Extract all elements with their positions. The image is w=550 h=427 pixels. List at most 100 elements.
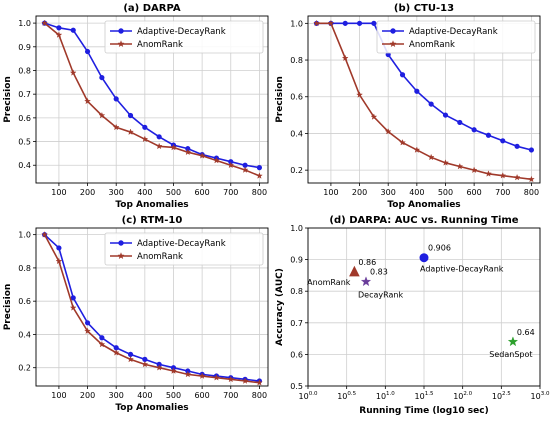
y-tick-label: 0.8 <box>18 264 31 273</box>
chart-title: (d) DARPA: AUC vs. Running Time <box>329 215 518 226</box>
x-tick-exponent: 1.0 <box>386 391 395 397</box>
y-tick-label: 0.4 <box>290 129 303 138</box>
x-tick-exponent: 2.5 <box>502 391 511 397</box>
series-line-1 <box>316 22 532 181</box>
y-axis-label: Precision <box>3 284 13 331</box>
data-point <box>56 245 62 251</box>
x-tick-label: 500 <box>438 188 453 197</box>
data-point <box>442 112 449 118</box>
y-tick-label: 1.0 <box>18 19 31 28</box>
data-point <box>84 327 91 335</box>
plot-frame <box>35 15 269 184</box>
data-point <box>99 74 105 81</box>
data-point <box>413 146 421 153</box>
x-tick-exponent: 2.0 <box>463 391 472 397</box>
legend-box <box>104 232 264 266</box>
x-tick-label: 102.0 <box>453 391 472 401</box>
data-point <box>500 138 506 144</box>
legend-marker <box>118 28 124 34</box>
series-line-1 <box>44 22 260 177</box>
x-tick-label: 800 <box>252 391 267 400</box>
data-point <box>170 367 177 374</box>
x-tick-label: 400 <box>137 188 152 197</box>
legend-marker <box>389 40 397 48</box>
data-point <box>485 132 492 138</box>
y-tick-label: 0.9 <box>290 256 303 265</box>
y-tick-label: 0.7 <box>18 90 31 99</box>
y-axis-label: Accuracy (AUC) <box>275 268 285 346</box>
data-point <box>513 173 521 181</box>
chart-panel-3: 100.0 100.5 101.0 101.5 102.0 102.5 103.00.50.… <box>275 215 550 416</box>
plot-frame <box>307 15 541 184</box>
x-tick-label: 200 <box>80 391 95 400</box>
legend-box <box>376 20 536 54</box>
x-tick-label: 100.0 <box>299 391 318 401</box>
y-tick-label: 0.8 <box>290 56 303 65</box>
y-tick-label: 0.9 <box>18 43 31 52</box>
data-point <box>327 19 335 27</box>
data-point <box>198 372 206 379</box>
data-point <box>84 48 91 55</box>
legend-label: AnomRank <box>409 40 455 50</box>
data-point <box>113 96 119 102</box>
x-tick-label: 100 <box>51 188 66 197</box>
y-tick-label: 0.6 <box>290 350 303 359</box>
x-tick-base: 10 <box>453 392 463 401</box>
data-point <box>256 172 263 179</box>
data-point <box>213 374 220 381</box>
data-point <box>127 355 134 363</box>
legend-marker <box>390 28 396 34</box>
chart-title: (c) RTM-10 <box>122 215 183 226</box>
point-name-label: DecayRank <box>358 291 403 300</box>
data-point <box>41 231 48 238</box>
x-tick-label: 100 <box>51 391 66 400</box>
y-tick-label: 0.8 <box>18 66 31 75</box>
x-tick-label: 200 <box>80 188 95 197</box>
data-point <box>442 159 449 166</box>
data-point <box>41 19 48 26</box>
data-point <box>156 134 162 140</box>
x-tick-label: 600 <box>466 188 481 197</box>
chart-panel-1: 100 200 300 400 500 600 700 800 0.2 0.4 0.6 0.8 1.0 (… <box>275 3 541 210</box>
x-tick-exponent: 0.5 <box>347 391 356 397</box>
x-tick-exponent: 3.0 <box>541 391 550 397</box>
legend-marker <box>117 40 125 48</box>
x-tick-base: 10 <box>337 392 347 401</box>
data-point <box>184 370 192 378</box>
point-value-label: 0.906 <box>428 244 451 253</box>
x-tick-label: 400 <box>409 188 424 197</box>
data-point <box>341 54 349 62</box>
legend-label: AnomRank <box>137 252 183 262</box>
data-point <box>127 128 134 135</box>
x-tick-label: 200 <box>352 188 367 197</box>
data-point <box>55 257 63 265</box>
data-point <box>485 170 492 177</box>
data-point <box>142 124 148 130</box>
x-axis-label: Top Anomalies <box>115 200 188 210</box>
data-point <box>84 97 91 105</box>
x-tick-label: 800 <box>252 188 267 197</box>
data-point <box>84 320 91 326</box>
data-point <box>141 360 149 368</box>
data-point <box>470 166 478 174</box>
x-tick-label: 100.5 <box>337 391 356 401</box>
chart-panel-2: 100 200 300 400 500 600 700 800 0.2 0.4 0.6 0.8 1.0 (… <box>3 215 269 413</box>
data-point <box>456 162 464 170</box>
plot-frame <box>35 227 269 387</box>
y-tick-label: 0.2 <box>18 364 31 373</box>
data-point <box>471 127 477 133</box>
plot-frame <box>307 227 541 387</box>
data-point <box>428 101 434 107</box>
x-axis-label: Running Time (log10 sec) <box>359 406 488 416</box>
series-line-0 <box>44 22 260 169</box>
x-tick-exponent: 0.0 <box>309 391 318 397</box>
x-tick-label: 600 <box>194 188 209 197</box>
x-tick-label: 103.0 <box>531 391 550 401</box>
point-value-label: 0.64 <box>517 328 535 337</box>
data-point <box>342 20 348 26</box>
data-point <box>99 335 105 341</box>
data-point <box>241 377 249 384</box>
chart-panel-0: 100 200 300 400 500 600 700 800 0.4 0.5 0.6 0.7 0.8 0… <box>3 3 269 210</box>
data-point <box>98 111 106 119</box>
